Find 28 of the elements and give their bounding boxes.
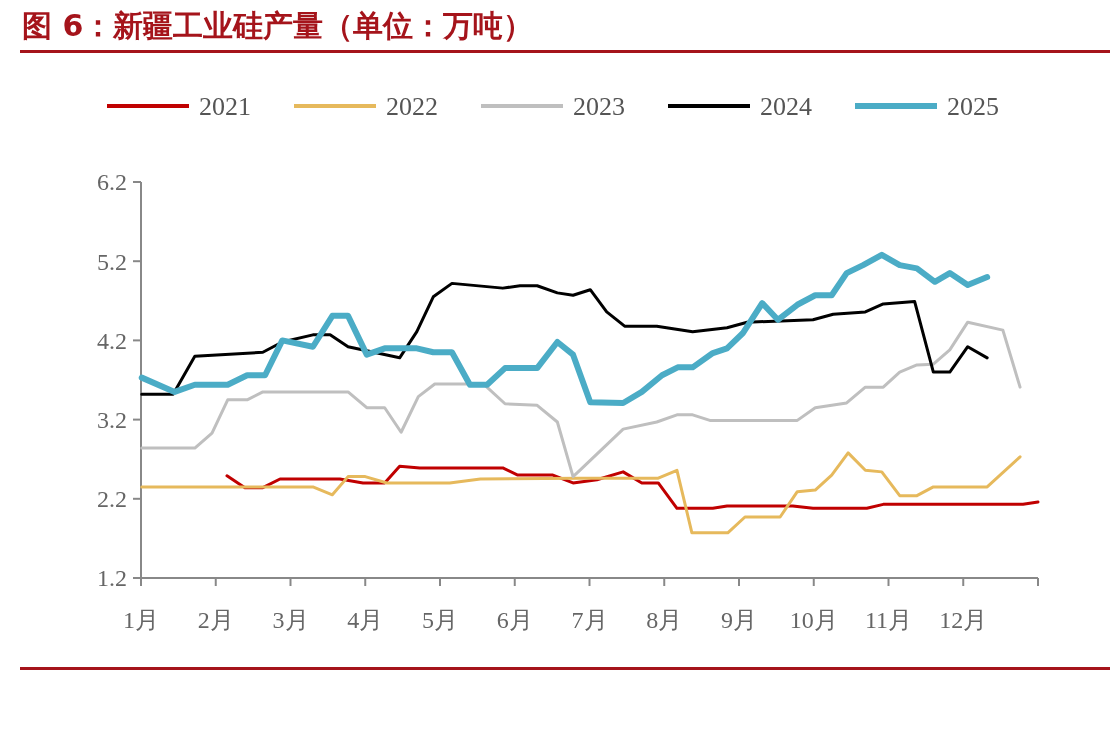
x-tick-label: 2月 [197,607,234,633]
chart-title: 图 6：新疆工业硅产量（单位：万吨） [22,8,534,43]
y-tick-label: 3.2 [97,407,127,433]
legend-label: 2021 [199,92,251,121]
x-tick-label: 3月 [272,607,309,633]
x-tick-label: 10月 [789,607,838,633]
legend-label: 2023 [573,92,625,121]
line-series [225,464,1040,510]
x-tick-label: 11月 [864,607,913,633]
y-tick-label: 5.2 [97,248,127,275]
y-tick-label: 4.2 [97,327,127,354]
x-tick-label: 6月 [496,607,533,633]
x-tick-label: 8月 [646,607,683,633]
x-tick-label: 12月 [939,607,988,633]
legend-label: 2025 [947,92,999,121]
y-tick-label: 1.2 [97,565,127,592]
y-tick-label: 2.2 [97,486,127,513]
x-tick-label: 9月 [721,607,757,633]
y-tick-label: 6.2 [97,169,127,196]
line-series [140,320,1022,479]
x-tick-label: 1月 [123,607,159,633]
x-tick-label: 7月 [571,607,608,633]
legend-label: 2022 [386,92,438,121]
legend-label: 2024 [760,92,812,121]
line-series [140,451,1022,535]
x-tick-label: 4月 [347,607,384,633]
x-tick-label: 5月 [422,607,458,633]
line-series [140,281,989,396]
